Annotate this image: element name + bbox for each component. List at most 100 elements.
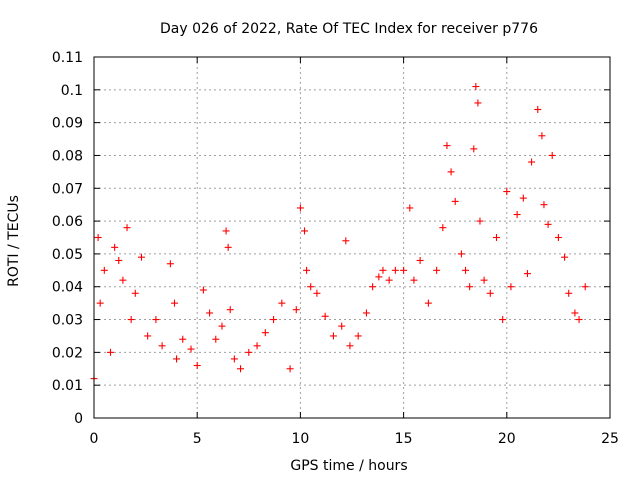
data-point: [212, 335, 220, 343]
y-tick-label: 0.1: [61, 83, 83, 99]
data-point: [451, 197, 459, 205]
data-point: [226, 306, 234, 314]
y-tick-label: 0.08: [52, 148, 83, 164]
data-point: [230, 355, 238, 363]
data-point: [476, 217, 484, 225]
y-tick-label: 0.01: [52, 378, 83, 394]
data-point: [137, 253, 145, 261]
data-point: [111, 243, 119, 251]
x-axis-label: GPS time / hours: [290, 458, 407, 474]
data-point: [261, 329, 269, 337]
data-point: [534, 106, 542, 114]
data-point: [554, 234, 562, 241]
data-point: [193, 361, 201, 369]
y-tick-label: 0: [74, 411, 83, 427]
data-point: [466, 283, 474, 291]
data-point: [296, 204, 304, 212]
y-tick-label: 0.07: [52, 181, 83, 197]
data-point: [329, 332, 337, 340]
data-point: [544, 220, 552, 228]
data-point: [303, 266, 311, 274]
data-point: [457, 250, 465, 258]
x-tick-label: 10: [291, 431, 309, 447]
chart-title: Day 026 of 2022, Rate Of TEC Index for r…: [160, 21, 538, 37]
x-tick-label: 5: [193, 431, 202, 447]
y-tick-label: 0.04: [52, 280, 83, 296]
data-point: [158, 342, 166, 350]
data-point: [362, 309, 370, 317]
data-point: [119, 276, 127, 284]
data-point: [416, 256, 424, 264]
data-point: [338, 322, 346, 330]
data-point: [152, 316, 160, 324]
data-point: [581, 283, 589, 291]
data-point: [462, 266, 470, 274]
data-point: [480, 276, 488, 284]
plot-frame: [93, 56, 611, 419]
data-point: [519, 194, 527, 202]
data-point: [400, 266, 408, 274]
y-axis-label: ROTI / TECUs: [6, 195, 22, 287]
data-point: [270, 316, 278, 324]
data-point: [503, 188, 511, 196]
y-tick-label: 0.05: [52, 247, 83, 263]
data-point: [575, 316, 583, 324]
y-tick-label: 0.03: [52, 313, 83, 329]
data-point: [237, 365, 245, 373]
data-point: [321, 312, 329, 320]
y-tick-label: 0.11: [52, 50, 83, 66]
data-point: [307, 283, 315, 291]
data-point: [447, 168, 455, 176]
data-point: [346, 342, 354, 350]
x-tick-label: 0: [90, 431, 99, 447]
data-point: [173, 355, 181, 363]
data-point: [144, 332, 152, 340]
data-point: [292, 306, 300, 314]
data-point: [513, 211, 521, 219]
data-point: [94, 234, 102, 241]
data-point: [375, 273, 383, 281]
grid-lines: [94, 57, 610, 418]
data-point: [107, 348, 115, 356]
data-point: [187, 345, 195, 353]
data-point: [131, 289, 139, 297]
data-point: [424, 299, 432, 307]
data-point: [499, 316, 507, 324]
x-tick-label: 15: [395, 431, 413, 447]
data-point: [222, 227, 230, 235]
data-point: [354, 332, 362, 340]
data-point: [406, 204, 414, 212]
data-point: [391, 266, 399, 274]
x-tick-label: 20: [498, 431, 516, 447]
data-point: [253, 342, 261, 350]
data-point: [313, 289, 321, 297]
data-point: [127, 316, 135, 324]
data-point: [540, 201, 548, 209]
data-point: [123, 224, 131, 232]
axis-ticks: [93, 56, 611, 419]
data-point: [301, 227, 309, 235]
data-point: [179, 335, 187, 343]
data-point: [565, 289, 573, 297]
data-point: [439, 224, 447, 232]
data-point: [199, 286, 207, 294]
data-point: [486, 289, 494, 297]
data-point: [548, 151, 556, 159]
data-point: [433, 266, 441, 274]
y-tick-label: 0.09: [52, 116, 83, 132]
data-point: [443, 142, 451, 150]
data-point: [218, 322, 226, 330]
data-point: [96, 299, 104, 307]
x-tick-label: 25: [601, 431, 619, 447]
data-point: [410, 276, 418, 284]
data-point: [278, 299, 286, 307]
data-point: [286, 365, 294, 373]
data-point: [379, 266, 387, 274]
data-point: [224, 243, 232, 251]
data-point: [571, 309, 579, 317]
data-point: [472, 83, 480, 91]
data-point: [523, 270, 531, 278]
data-point: [369, 283, 377, 291]
data-point: [528, 158, 536, 166]
